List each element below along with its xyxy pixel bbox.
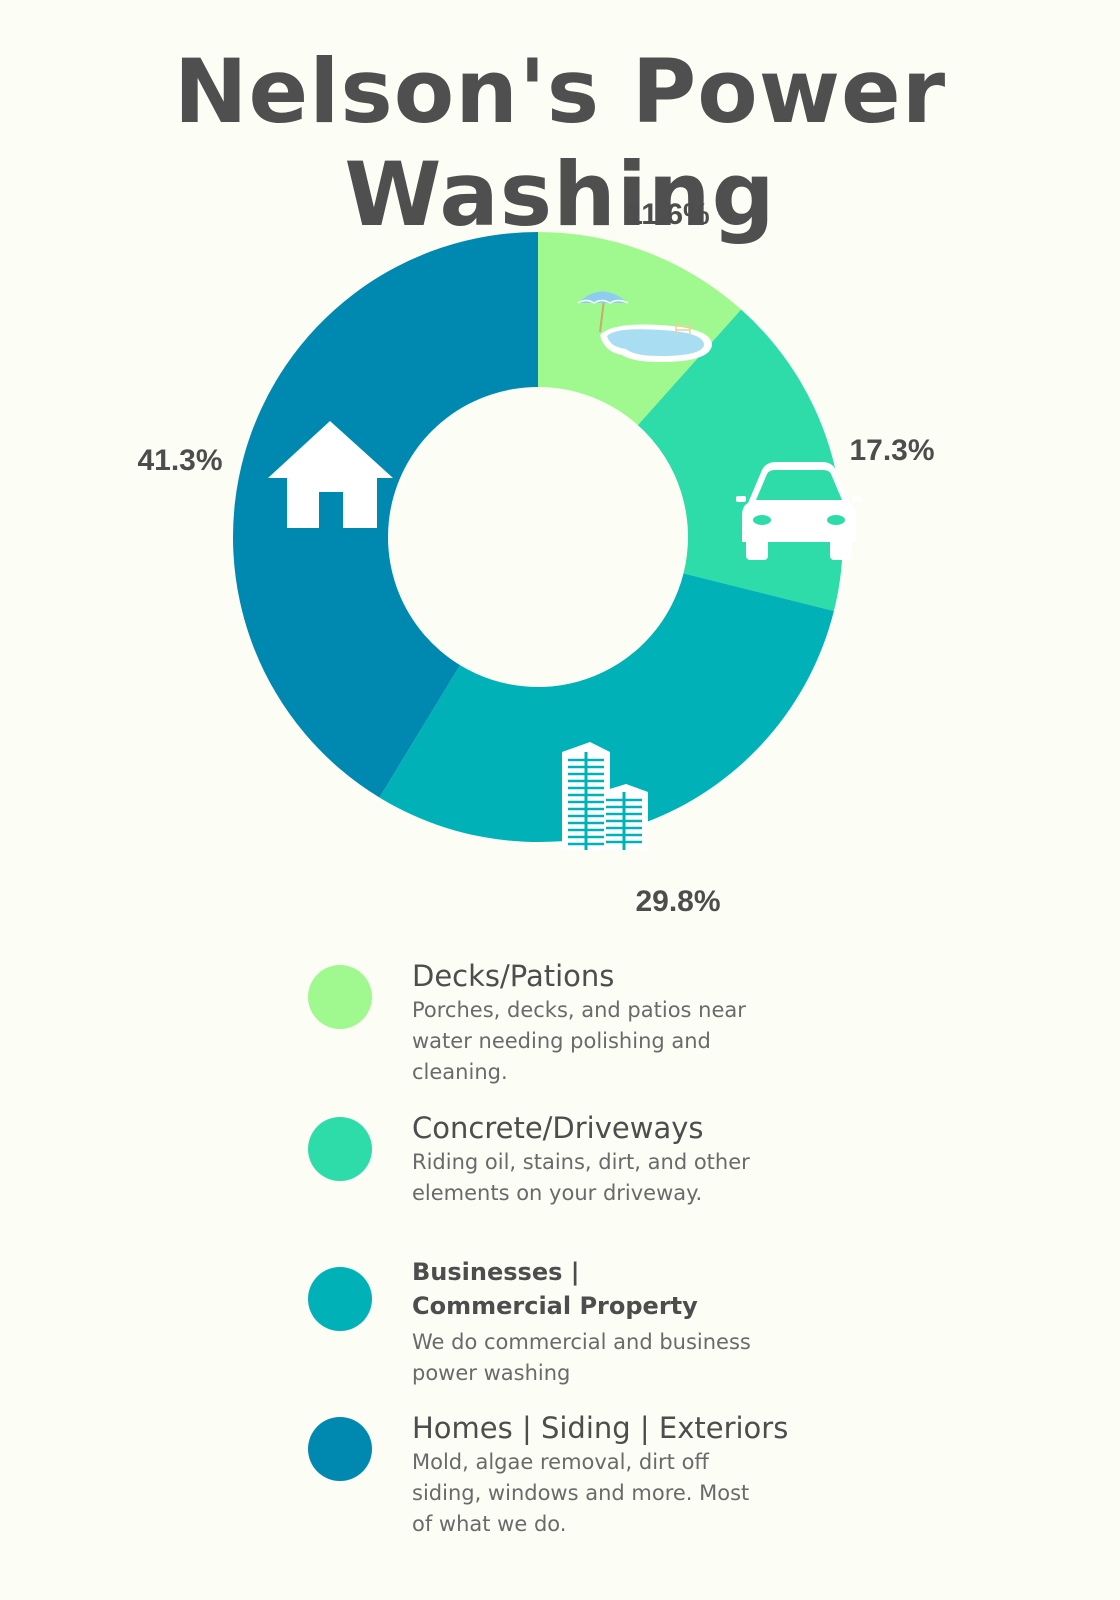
donut-slice [232, 231, 538, 798]
legend-item-description: Porches, decks, and patios near water ne… [412, 998, 746, 1084]
slice-percentage-label: 17.3% [849, 434, 934, 467]
slice-percentage-label: 41.3% [137, 444, 222, 477]
slice-percentage-label: 29.8% [635, 885, 720, 918]
legend-item-title: Decks/Pations [412, 959, 615, 993]
legend-swatch [308, 1267, 372, 1331]
legend-swatch [308, 1117, 372, 1181]
legend-item-title: Homes | Siding | Exteriors [412, 1411, 789, 1445]
legend-item-description: Mold, algae removal, dirt off siding, wi… [412, 1450, 750, 1536]
legend-item-description: Riding oil, stains, dirt, and other elem… [412, 1150, 750, 1205]
house-icon [268, 421, 393, 528]
office-buildings-icon [562, 742, 648, 850]
car-icon [736, 462, 862, 560]
page-title: Nelson's Power Washing [173, 40, 947, 246]
slice-icons [268, 291, 862, 850]
donut-slice [379, 573, 834, 842]
legend-swatch [308, 1417, 372, 1481]
legend-item-description: We do commercial and business power wash… [412, 1330, 751, 1385]
pool-umbrella-icon [577, 291, 712, 362]
slice-percentage-label: 11.6% [626, 198, 709, 231]
percentage-labels: 11.6% 17.3% 29.8% 41.3% [137, 198, 934, 918]
legend-item-title: Businesses | Commercial Property [412, 1258, 698, 1320]
legend-swatch [308, 965, 372, 1029]
donut-chart: 11.6% 17.3% 29.8% 41.3% [137, 198, 934, 918]
legend-item-title: Concrete/Driveways [412, 1111, 704, 1145]
